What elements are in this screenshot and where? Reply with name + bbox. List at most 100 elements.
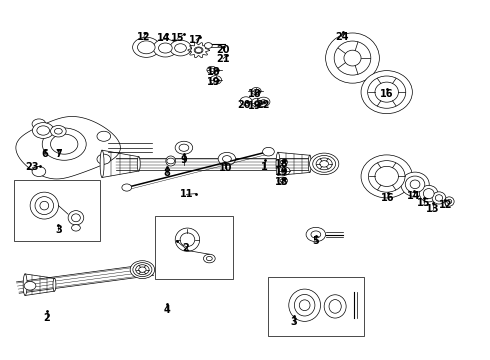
Circle shape xyxy=(280,179,285,183)
Circle shape xyxy=(42,128,86,160)
Circle shape xyxy=(240,97,252,105)
Text: 1: 1 xyxy=(261,162,268,172)
Text: 24: 24 xyxy=(335,32,348,41)
Ellipse shape xyxy=(334,41,371,75)
Circle shape xyxy=(54,129,62,134)
Circle shape xyxy=(255,101,260,104)
Circle shape xyxy=(97,131,111,141)
Ellipse shape xyxy=(23,274,27,296)
Circle shape xyxy=(210,76,221,84)
Text: 15: 15 xyxy=(171,33,184,43)
Text: 19: 19 xyxy=(207,77,220,87)
Ellipse shape xyxy=(344,50,361,66)
Circle shape xyxy=(278,177,288,184)
Ellipse shape xyxy=(368,76,406,108)
Ellipse shape xyxy=(419,185,438,202)
Ellipse shape xyxy=(180,233,195,247)
Circle shape xyxy=(50,134,78,154)
Circle shape xyxy=(37,126,49,135)
Text: 21: 21 xyxy=(216,54,230,64)
Text: 18: 18 xyxy=(207,67,220,77)
Text: 14: 14 xyxy=(157,33,170,43)
Text: 14: 14 xyxy=(407,191,420,201)
Circle shape xyxy=(254,89,259,93)
Ellipse shape xyxy=(410,180,420,189)
Ellipse shape xyxy=(432,192,446,204)
Circle shape xyxy=(310,153,339,175)
Circle shape xyxy=(139,267,146,273)
Text: 12: 12 xyxy=(439,200,452,210)
Text: 23: 23 xyxy=(25,162,39,172)
Ellipse shape xyxy=(308,155,311,172)
Text: 19: 19 xyxy=(275,167,289,177)
Ellipse shape xyxy=(375,166,398,186)
Circle shape xyxy=(218,152,236,165)
Text: 22: 22 xyxy=(256,100,270,110)
Circle shape xyxy=(222,156,231,162)
Circle shape xyxy=(167,158,174,164)
Ellipse shape xyxy=(175,228,199,251)
Circle shape xyxy=(280,160,285,164)
Ellipse shape xyxy=(326,33,379,83)
Ellipse shape xyxy=(30,192,58,219)
Ellipse shape xyxy=(289,289,320,321)
Text: 3: 3 xyxy=(55,225,62,235)
Circle shape xyxy=(50,126,66,137)
Circle shape xyxy=(207,66,217,73)
Ellipse shape xyxy=(447,199,452,204)
Circle shape xyxy=(209,68,214,72)
Text: 18: 18 xyxy=(248,89,262,99)
Text: 19: 19 xyxy=(248,102,262,112)
Ellipse shape xyxy=(40,201,49,210)
Circle shape xyxy=(194,47,203,53)
Circle shape xyxy=(24,282,36,290)
Ellipse shape xyxy=(100,150,104,177)
Circle shape xyxy=(251,87,261,95)
Circle shape xyxy=(122,184,132,191)
Ellipse shape xyxy=(35,197,53,215)
Ellipse shape xyxy=(375,82,398,102)
Circle shape xyxy=(179,144,189,151)
Ellipse shape xyxy=(444,197,454,206)
Text: 16: 16 xyxy=(380,89,393,99)
Circle shape xyxy=(32,166,46,176)
Bar xyxy=(155,216,233,279)
Circle shape xyxy=(136,265,149,275)
Circle shape xyxy=(153,39,177,57)
Text: 16: 16 xyxy=(381,193,395,203)
Text: 3: 3 xyxy=(291,317,297,327)
Ellipse shape xyxy=(361,71,413,114)
Circle shape xyxy=(204,42,212,48)
Ellipse shape xyxy=(324,295,346,318)
Circle shape xyxy=(278,167,290,175)
Ellipse shape xyxy=(72,214,80,222)
Ellipse shape xyxy=(299,300,310,311)
Ellipse shape xyxy=(166,156,175,166)
Circle shape xyxy=(195,48,202,53)
Text: 5: 5 xyxy=(313,236,319,246)
Circle shape xyxy=(306,227,326,242)
Circle shape xyxy=(97,154,111,164)
Text: 17: 17 xyxy=(190,35,203,45)
Circle shape xyxy=(170,40,191,56)
Text: 6: 6 xyxy=(41,149,48,159)
Text: 20: 20 xyxy=(237,100,251,110)
Text: 7: 7 xyxy=(55,149,62,159)
Circle shape xyxy=(133,263,152,276)
Circle shape xyxy=(32,123,54,138)
Circle shape xyxy=(251,98,263,107)
Ellipse shape xyxy=(329,300,341,313)
Ellipse shape xyxy=(361,155,413,198)
Bar xyxy=(14,180,100,241)
Text: 20: 20 xyxy=(216,45,230,55)
Polygon shape xyxy=(16,117,121,179)
Text: 11: 11 xyxy=(180,189,193,199)
Ellipse shape xyxy=(368,161,405,192)
Circle shape xyxy=(174,44,186,52)
Text: 9: 9 xyxy=(180,154,187,165)
Text: 4: 4 xyxy=(164,305,170,315)
Text: 12: 12 xyxy=(137,32,150,42)
Circle shape xyxy=(311,231,321,238)
Circle shape xyxy=(261,100,267,104)
Ellipse shape xyxy=(68,211,84,225)
